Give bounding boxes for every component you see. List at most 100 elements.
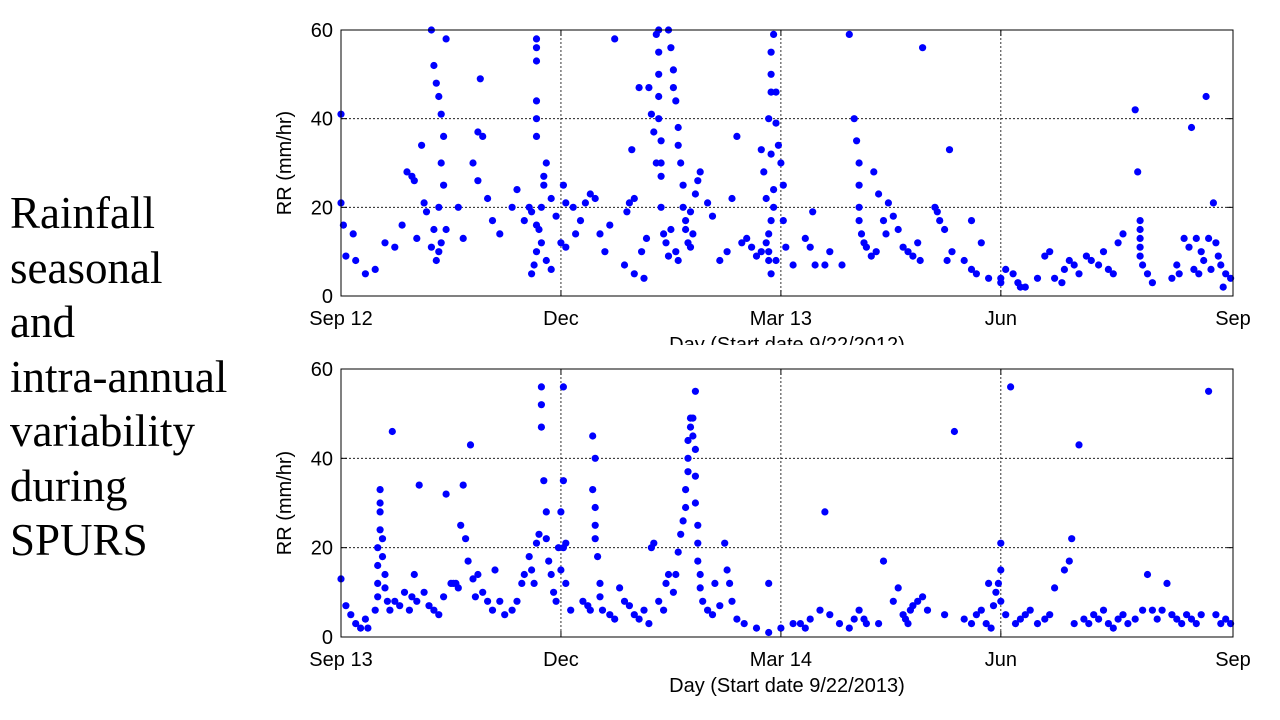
data-point (559, 383, 568, 391)
data-point (557, 566, 565, 574)
data-point (657, 159, 665, 167)
data-point (442, 35, 450, 43)
data-point (960, 615, 968, 623)
data-point (809, 208, 817, 216)
data-point (1153, 615, 1161, 623)
data-point (691, 445, 700, 453)
data-point (796, 620, 805, 628)
data-point (1060, 265, 1068, 273)
data-point (760, 168, 768, 176)
y-tick-label: 40 (311, 448, 333, 470)
data-point (994, 579, 1003, 587)
data-point (1143, 270, 1152, 278)
data-point (845, 30, 853, 38)
data-point (772, 256, 780, 265)
data-point (532, 539, 541, 547)
data-point (862, 243, 871, 251)
x-tick-label: Sep 12 (309, 308, 372, 330)
data-point (686, 208, 695, 216)
data-point (782, 243, 790, 251)
data-point (398, 221, 406, 229)
data-point (552, 212, 560, 220)
data-point (1136, 234, 1144, 242)
data-point (638, 248, 646, 256)
y-tick-label: 60 (311, 20, 333, 42)
data-point (1214, 252, 1222, 260)
data-point (1075, 441, 1083, 449)
data-point (1131, 106, 1139, 114)
data-point (743, 234, 751, 242)
data-point (374, 593, 382, 601)
data-point (916, 256, 924, 265)
data-point (686, 423, 695, 431)
data-point (1136, 225, 1144, 234)
data-point (1173, 615, 1181, 623)
data-point (977, 606, 985, 614)
rainfall-chart-2013: Sep 13 Dec Mar 14 Jun Sep 0 20 40 60 Day (Start d… (274, 359, 1251, 697)
data-point (532, 115, 541, 123)
data-point (376, 508, 384, 516)
data-point (694, 521, 702, 529)
data-point (1070, 261, 1078, 269)
data-point (361, 615, 369, 623)
data-point (528, 270, 536, 278)
y-tick-label: 40 (311, 109, 333, 131)
data-point (777, 624, 785, 632)
data-point (682, 225, 690, 234)
data-point (586, 190, 594, 198)
x-tick-label: Dec (543, 308, 579, 330)
data-point (655, 70, 663, 78)
data-point (686, 243, 695, 251)
data-point (664, 570, 673, 579)
data-point (789, 261, 797, 269)
data-point (1217, 261, 1225, 269)
data-point (422, 208, 431, 216)
data-point (850, 115, 858, 123)
y-tick-label: 0 (322, 286, 333, 308)
data-point (767, 270, 775, 278)
data-point (1109, 624, 1117, 632)
data-point (532, 248, 541, 256)
data-point (1119, 611, 1127, 619)
data-point (479, 588, 487, 596)
data-point (1197, 611, 1205, 619)
axes-frame (340, 29, 1234, 297)
data-point (464, 557, 472, 565)
data-point (1114, 615, 1122, 623)
data-point (530, 261, 538, 269)
data-point (420, 588, 428, 596)
data-point (972, 270, 981, 278)
x-tick-label: Mar 13 (750, 308, 812, 330)
data-point (657, 203, 665, 211)
data-point (476, 75, 484, 83)
data-point (762, 194, 770, 203)
data-point (374, 561, 382, 570)
data-point (1190, 265, 1198, 273)
data-point (601, 248, 609, 256)
data-point (1114, 239, 1122, 247)
data-point (532, 44, 541, 52)
slide-title-line: during (10, 460, 128, 511)
data-point (1202, 92, 1210, 101)
data-point (532, 57, 541, 65)
data-point (704, 199, 712, 207)
data-point (1131, 615, 1139, 623)
data-point (779, 217, 787, 225)
data-point (919, 593, 927, 601)
y-tick-label: 0 (322, 627, 333, 649)
data-point (1109, 270, 1117, 278)
data-point (650, 539, 658, 547)
data-point (1148, 606, 1156, 614)
data-point (660, 606, 668, 614)
data-point (884, 199, 893, 207)
data-point (484, 597, 492, 605)
x-tick-label: Jun (985, 308, 1017, 330)
data-point (748, 243, 756, 251)
data-point (606, 221, 614, 229)
data-point (657, 137, 665, 145)
data-point (437, 239, 445, 247)
data-point (684, 454, 692, 462)
data-point (586, 606, 594, 614)
data-point (557, 239, 565, 247)
data-point (674, 141, 682, 149)
